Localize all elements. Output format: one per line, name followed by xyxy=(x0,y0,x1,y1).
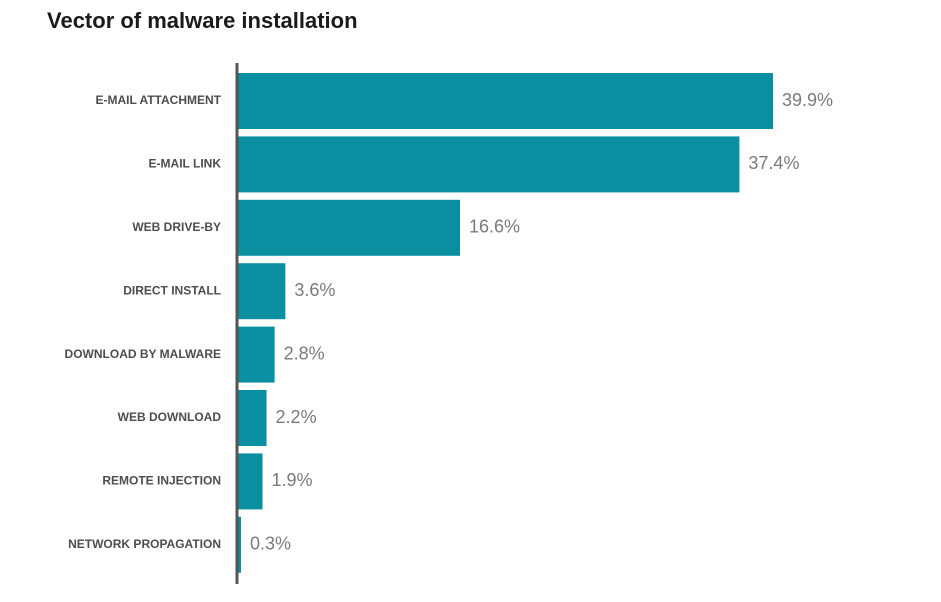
bar-web-download xyxy=(237,390,267,446)
category-label-e-mail-link: E-MAIL LINK xyxy=(149,157,222,171)
bars-group xyxy=(237,73,773,573)
value-label-download-by-malware: 2.8% xyxy=(284,343,325,363)
value-label-e-mail-link: 37.4% xyxy=(748,153,799,173)
value-label-web-drive-by: 16.6% xyxy=(469,217,520,237)
value-label-direct-install: 3.6% xyxy=(294,280,335,300)
bar-direct-install xyxy=(237,263,286,320)
chart-title: Vector of malware installation xyxy=(47,8,358,33)
value-label-e-mail-attachment: 39.9% xyxy=(782,90,833,110)
category-label-web-drive-by: WEB DRIVE-BY xyxy=(132,220,221,234)
value-label-remote-injection: 1.9% xyxy=(272,470,313,490)
value-label-network-propagation: 0.3% xyxy=(250,534,291,554)
bar-download-by-malware xyxy=(237,326,275,383)
bar-network-propagation xyxy=(237,516,242,573)
bar-web-drive-by xyxy=(237,199,460,256)
category-label-e-mail-attachment: E-MAIL ATTACHMENT xyxy=(95,93,221,107)
bar-remote-injection xyxy=(237,453,263,510)
bar-e-mail-attachment xyxy=(237,73,773,129)
value-labels: 39.9% 37.4% 16.6% 3.6% 2.8% 2.2% 1.9% 0.3% xyxy=(250,90,833,554)
category-label-remote-injection: REMOTE INJECTION xyxy=(102,474,221,488)
value-label-web-download: 2.2% xyxy=(276,407,317,427)
category-labels: E-MAIL ATTACHMENT E-MAIL LINK WEB DRIVE-BY… xyxy=(65,93,222,551)
category-label-download-by-malware: DOWNLOAD BY MALWARE xyxy=(65,347,221,361)
bar-e-mail-link xyxy=(237,136,740,193)
category-label-direct-install: DIRECT INSTALL xyxy=(123,283,221,297)
category-label-network-propagation: NETWORK PROPAGATION xyxy=(68,537,221,551)
category-label-web-download: WEB DOWNLOAD xyxy=(118,410,222,424)
